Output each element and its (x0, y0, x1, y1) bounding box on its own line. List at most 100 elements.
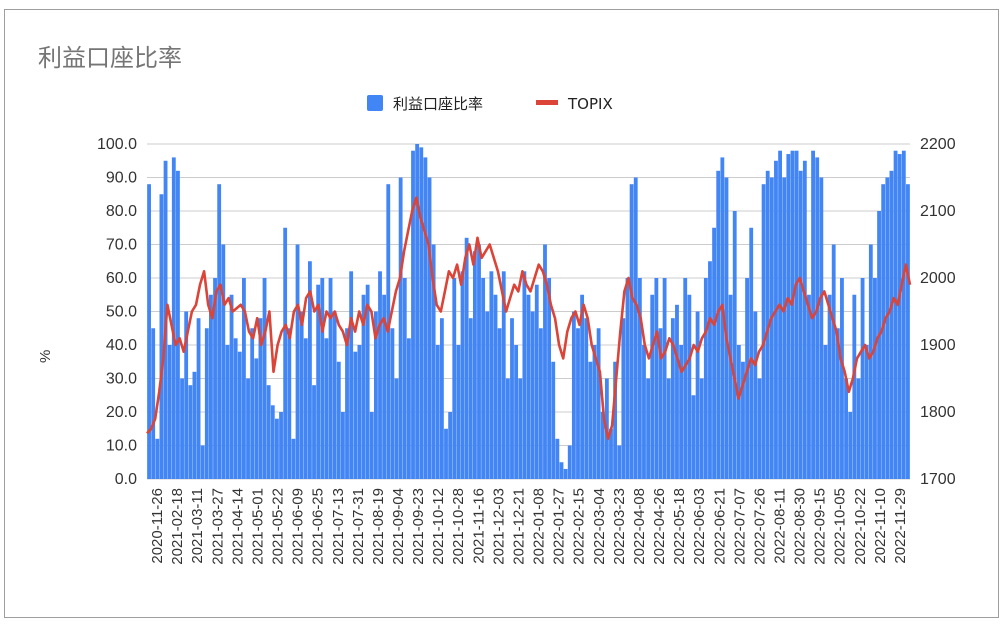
bar (204, 328, 209, 479)
legend-bar-label: 利益口座比率 (393, 95, 483, 113)
bar (497, 328, 502, 479)
bar (225, 345, 230, 479)
bar (444, 428, 448, 479)
bar (382, 294, 387, 479)
bar (320, 278, 325, 479)
bar (415, 144, 420, 479)
bar (790, 150, 795, 479)
left-tick-label: 50.0 (106, 304, 137, 321)
bar (646, 378, 651, 479)
bar (295, 244, 300, 479)
bar (357, 345, 362, 479)
x-tick-label: 2022-03-23 (611, 488, 628, 565)
bar (254, 358, 259, 479)
left-tick-label: 40.0 (106, 337, 137, 354)
bar (736, 345, 741, 479)
bar (613, 361, 618, 479)
x-tick-label: 2021-11-16 (470, 488, 487, 564)
x-tick-label: 2021-10-28 (450, 488, 467, 565)
bar (390, 328, 395, 479)
bar (200, 445, 205, 479)
bar (699, 378, 704, 479)
bar (658, 328, 663, 479)
bar (543, 244, 547, 479)
legend: 利益口座比率 TOPIX (367, 95, 613, 113)
left-tick-label: 20.0 (106, 404, 137, 421)
bar (588, 361, 593, 479)
x-tick-label: 2022-10-22 (852, 488, 869, 565)
bar (538, 328, 543, 479)
bar (576, 328, 580, 479)
bar (794, 150, 799, 479)
bar (708, 261, 712, 479)
bar (456, 345, 461, 479)
bar (328, 278, 333, 479)
bar (266, 385, 271, 479)
right-tick-label: 2100 (920, 203, 956, 220)
bar (901, 150, 906, 479)
bar (345, 328, 349, 479)
bar (365, 284, 370, 479)
left-tick-label: 90.0 (106, 170, 137, 187)
bar (831, 244, 836, 479)
bar (675, 304, 679, 479)
bar (621, 318, 626, 479)
x-tick-label: 2022-04-26 (651, 488, 668, 565)
bar (687, 294, 692, 479)
bar (188, 385, 193, 479)
right-tick-label: 2000 (920, 270, 956, 287)
legend-item-line[interactable]: TOPIX (536, 95, 613, 113)
bar (402, 278, 407, 479)
bar (840, 278, 844, 479)
bar (679, 345, 684, 479)
legend-item-bars[interactable]: 利益口座比率 (367, 95, 483, 113)
bar (848, 412, 853, 479)
bar (431, 244, 436, 479)
bar (184, 311, 189, 479)
bar (856, 378, 861, 479)
bar (765, 170, 770, 480)
x-tick-label: 2022-07-26 (751, 488, 768, 565)
bar (769, 177, 774, 479)
bar (732, 211, 737, 479)
bar (625, 278, 630, 479)
bar (439, 318, 444, 479)
bar (600, 412, 605, 479)
right-tick-label: 2200 (920, 136, 956, 153)
bar (229, 294, 234, 479)
bar (270, 405, 275, 479)
bar (167, 345, 172, 479)
bar (868, 244, 873, 479)
bar (683, 278, 688, 479)
bar (419, 147, 424, 479)
bar (691, 395, 696, 479)
right-tick-label: 1800 (920, 404, 956, 421)
bar (423, 157, 428, 479)
x-tick-label: 2021-05-22 (270, 488, 287, 565)
bar (571, 311, 576, 479)
right-tick-label: 1900 (920, 337, 956, 354)
left-tick-label: 60.0 (106, 270, 137, 287)
bar (501, 271, 506, 479)
bar (893, 150, 898, 479)
bar (827, 294, 832, 479)
bar (823, 345, 828, 479)
bar-series (147, 144, 910, 480)
bar (815, 157, 820, 479)
bar (287, 328, 292, 479)
left-tick-label: 10.0 (106, 438, 137, 455)
x-tick-label: 2021-10-12 (430, 488, 447, 565)
bar (340, 412, 345, 479)
x-tick-label: 2021-06-09 (290, 488, 307, 565)
topix-line (146, 196, 912, 441)
line-series (146, 196, 912, 441)
bar (303, 338, 308, 479)
bar (155, 438, 160, 479)
bar (860, 278, 865, 479)
bar (481, 278, 486, 479)
right-tick-label: 1700 (920, 471, 956, 488)
bar (563, 468, 568, 479)
bar (753, 311, 758, 479)
bar (221, 244, 226, 479)
bar (642, 345, 646, 479)
